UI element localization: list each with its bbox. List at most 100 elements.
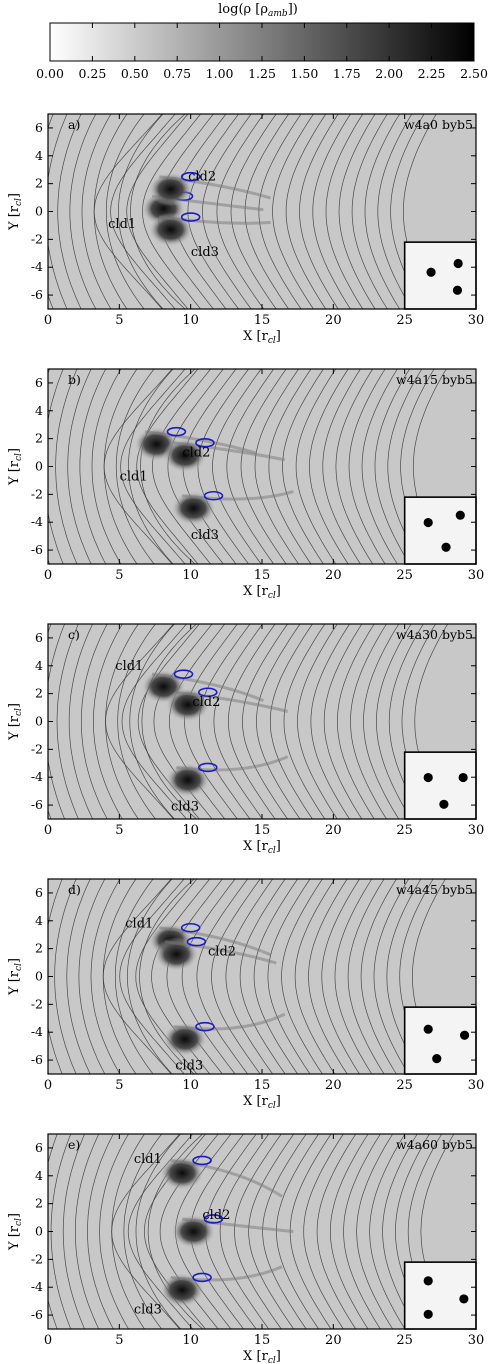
field-line — [323, 624, 363, 819]
x-tick-label: 30 — [468, 1333, 485, 1348]
panel-letter: b) — [68, 372, 81, 387]
y-tick-label: 2 — [35, 176, 43, 191]
field-line — [111, 1134, 181, 1329]
field-line — [219, 1134, 270, 1329]
x-axis-label: X [rcl] — [243, 1349, 281, 1364]
field-line — [303, 1134, 344, 1329]
contour — [195, 1021, 215, 1032]
field-line — [181, 879, 236, 1074]
field-line — [361, 369, 398, 564]
y-tick-label: -6 — [31, 797, 43, 812]
x-tick-label: 5 — [115, 1333, 123, 1348]
field-line — [110, 114, 176, 309]
field-line — [211, 879, 261, 1074]
cloud-label: cld2 — [182, 446, 210, 461]
field-line — [343, 1134, 381, 1329]
cloud-label: cld1 — [134, 1152, 162, 1167]
field-line — [244, 114, 290, 309]
field-line — [135, 1134, 182, 1329]
field-line — [66, 879, 91, 1074]
y-axis-label: Y [rcl] — [7, 448, 24, 486]
contour — [192, 1272, 212, 1283]
y-tick-label: 4 — [35, 1168, 43, 1183]
y-axis-label: Y [rcl] — [7, 703, 24, 741]
field-line — [356, 1134, 394, 1329]
field-line — [126, 114, 189, 309]
y-tick-label: -6 — [31, 1307, 43, 1322]
x-tick-label: 25 — [396, 568, 413, 583]
field-line — [374, 369, 411, 564]
x-axis-label: X [rcl] — [243, 329, 281, 346]
field-line — [78, 879, 106, 1074]
x-tick-label: 10 — [182, 1078, 199, 1093]
x-tick-label: 0 — [44, 1333, 52, 1348]
field-line — [267, 879, 311, 1074]
field-line — [348, 369, 386, 564]
field-line — [262, 1134, 307, 1329]
field-line — [321, 879, 360, 1074]
contour — [192, 1155, 212, 1166]
field-line — [115, 369, 155, 564]
field-line — [338, 114, 376, 309]
cloud-density — [165, 763, 210, 797]
colorbar-tick-label: 0.75 — [163, 66, 191, 81]
y-tick-label: 6 — [35, 1140, 43, 1155]
contour — [173, 669, 194, 679]
y-tick-label: 4 — [35, 148, 43, 163]
colorbar-tick-label: 0.25 — [78, 66, 106, 81]
y-tick-label: -4 — [31, 1279, 43, 1294]
field-line — [325, 114, 364, 309]
field-line — [281, 879, 323, 1074]
y-tick-label: -4 — [31, 1024, 43, 1039]
panel-letter: d) — [68, 882, 81, 897]
y-tick-label: 6 — [35, 120, 43, 135]
y-tick-label: -4 — [31, 514, 43, 529]
colorbar-tick-label: 0.50 — [121, 66, 149, 81]
cloud-tail — [176, 690, 289, 713]
field-line — [382, 1134, 418, 1329]
x-tick-label: 0 — [44, 568, 52, 583]
field-line — [48, 369, 64, 564]
cloud-label: cld2 — [202, 1208, 230, 1223]
panel-title: w4a30 byb5 — [396, 627, 473, 642]
field-line — [140, 369, 196, 564]
field-line — [120, 369, 186, 564]
inset-cloud — [459, 1294, 469, 1304]
x-tick-label: 25 — [396, 823, 413, 838]
field-line — [196, 879, 249, 1074]
inset-cloud — [426, 267, 436, 277]
cloud-tail — [181, 490, 294, 501]
y-tick-label: 2 — [35, 1196, 43, 1211]
cloud-label: cld3 — [175, 1059, 203, 1074]
panel-title: w4a60 byb5 — [396, 1137, 473, 1152]
field-line — [294, 879, 336, 1074]
field-line — [69, 114, 97, 309]
y-tick-label: 2 — [35, 431, 43, 446]
field-line — [62, 1134, 86, 1329]
x-tick-label: 25 — [396, 313, 413, 328]
y-tick-label: 0 — [35, 459, 43, 474]
field-line — [239, 879, 286, 1074]
colorbar-tick-label: 1.25 — [248, 66, 276, 81]
y-tick-label: 0 — [35, 714, 43, 729]
cloud-label: cld2 — [188, 170, 216, 185]
field-line — [282, 369, 324, 564]
field-line — [309, 369, 349, 564]
panel-letter: c) — [68, 627, 80, 642]
x-tick-label: 20 — [325, 313, 342, 328]
cloud-tail — [173, 441, 286, 462]
field-line — [351, 114, 388, 309]
field-line — [377, 114, 413, 309]
colorbar-tick-label: 0.00 — [36, 66, 64, 81]
field-line — [48, 624, 65, 819]
field-line — [297, 624, 338, 819]
x-tick-label: 10 — [182, 313, 199, 328]
field-line — [130, 114, 186, 309]
field-line — [56, 624, 79, 819]
colorbar-tick-label: 1.75 — [333, 66, 361, 81]
cloud-label: cld1 — [108, 217, 136, 232]
